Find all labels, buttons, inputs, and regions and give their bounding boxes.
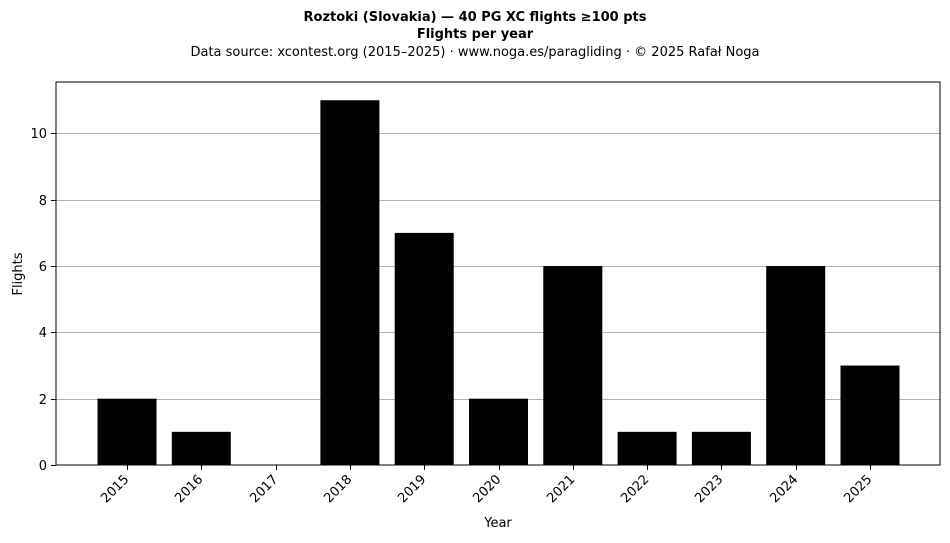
x-tick-label: 2018 [321, 472, 355, 506]
bar-2023 [691, 431, 751, 465]
chart-subtitle: Data source: xcontest.org (2015–2025) · … [190, 45, 759, 60]
bar-2022 [617, 431, 677, 465]
y-tick-label: 4 [39, 326, 47, 341]
x-tick-label: 2024 [767, 472, 801, 506]
chart-title-line1: Roztoki (Slovakia) — 40 PG XC flights ≥1… [304, 10, 647, 25]
y-tick-label: 2 [39, 393, 47, 408]
y-tick-label: 0 [39, 459, 47, 474]
x-axis-label: Year [483, 516, 512, 531]
bar-2025 [840, 365, 900, 465]
x-tick-label: 2020 [470, 472, 504, 506]
x-tick-label: 2017 [247, 472, 281, 506]
bar-2015 [97, 398, 157, 465]
x-tick-label: 2021 [544, 472, 578, 506]
bar-2018 [320, 100, 380, 465]
x-axis: 2015 2016 2017 2018 2019 2020 2021 2022 2023 2024… [98, 465, 875, 506]
bar-2024 [766, 266, 826, 465]
plot-frame [55, 81, 941, 466]
y-axis: 0 2 4 6 8 10 [30, 127, 56, 474]
y-tick-label: 8 [39, 194, 47, 209]
chart-title-line2: Flights per year [417, 27, 534, 42]
bar-2021 [543, 266, 603, 465]
x-tick-label: 2022 [618, 472, 652, 506]
y-tick-label: 10 [30, 127, 47, 142]
bar-2016 [171, 431, 231, 465]
y-axis-label: Flights [11, 252, 26, 295]
x-tick-label: 2016 [172, 472, 206, 506]
bar-2020 [469, 398, 528, 465]
x-tick-label: 2025 [841, 472, 875, 506]
bars [97, 100, 900, 465]
x-tick-label: 2019 [395, 472, 429, 506]
x-tick-label: 2015 [98, 472, 132, 506]
x-tick-label: 2023 [692, 472, 726, 506]
y-tick-label: 6 [39, 260, 47, 275]
bar-2019 [394, 232, 454, 465]
